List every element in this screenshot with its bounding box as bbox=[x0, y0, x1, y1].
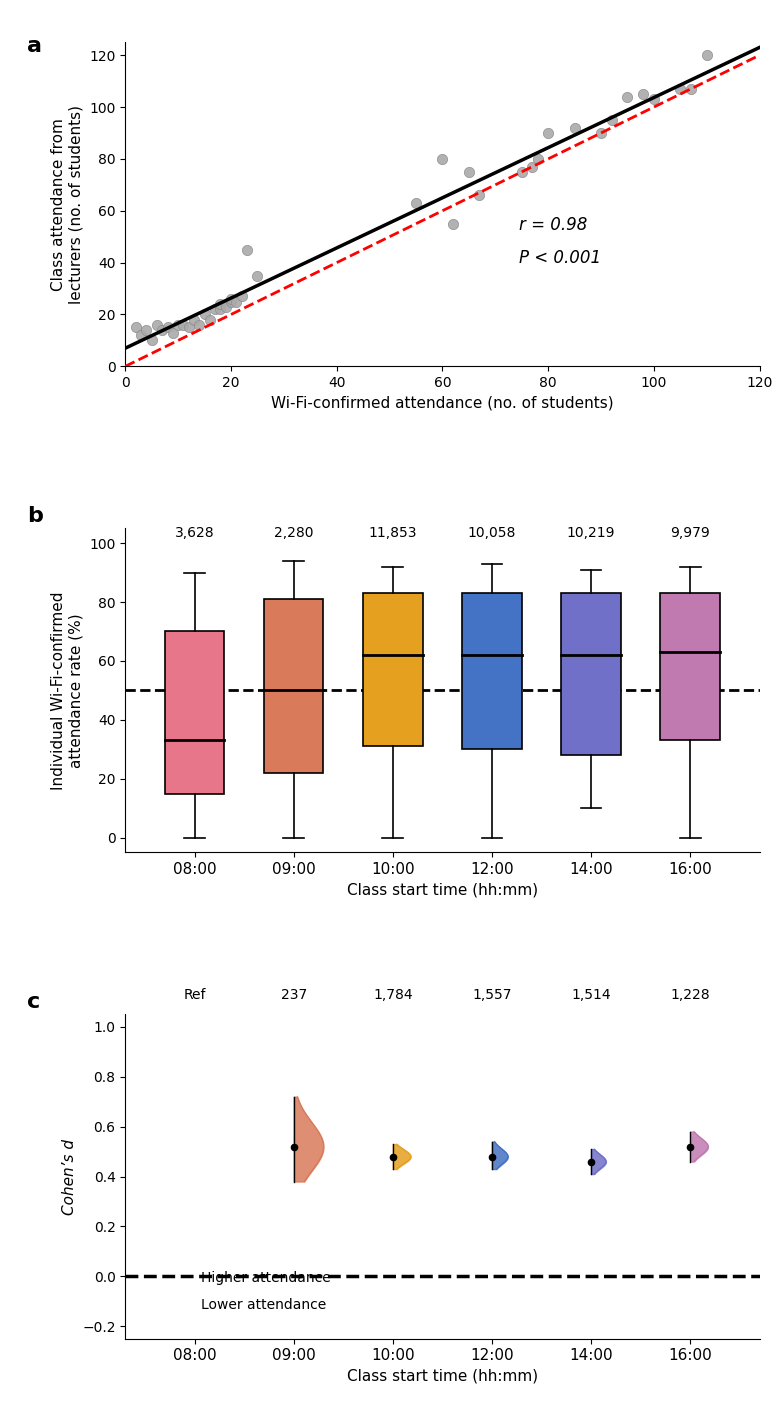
Point bbox=[172, 314, 185, 337]
Text: 237: 237 bbox=[280, 988, 307, 1002]
Text: 10,058: 10,058 bbox=[467, 526, 516, 540]
Bar bbox=[462, 593, 521, 750]
Point bbox=[146, 330, 158, 352]
Point bbox=[436, 148, 449, 170]
Text: r = 0.98: r = 0.98 bbox=[518, 216, 587, 234]
Point bbox=[684, 77, 697, 100]
Point bbox=[225, 287, 237, 310]
Text: 2,280: 2,280 bbox=[274, 526, 313, 540]
Text: 10,219: 10,219 bbox=[567, 526, 615, 540]
Point bbox=[204, 309, 216, 331]
Text: Lower attendance: Lower attendance bbox=[201, 1298, 327, 1312]
Point bbox=[215, 293, 227, 316]
Point bbox=[161, 316, 174, 338]
Text: 9,979: 9,979 bbox=[670, 526, 710, 540]
Point bbox=[621, 86, 633, 108]
Point bbox=[225, 290, 237, 313]
Point bbox=[531, 148, 543, 170]
Point bbox=[251, 265, 264, 287]
Text: b: b bbox=[27, 506, 43, 526]
Point bbox=[542, 121, 554, 144]
Point bbox=[198, 303, 211, 325]
Y-axis label: Class attendance from
lecturers (no. of students): Class attendance from lecturers (no. of … bbox=[51, 104, 84, 304]
Point bbox=[473, 185, 485, 207]
Point bbox=[568, 117, 581, 139]
Bar bbox=[264, 599, 323, 774]
Point bbox=[515, 161, 528, 183]
Point bbox=[605, 108, 618, 131]
Y-axis label: Individual Wi-Fi-confirmed
attendance rate (%): Individual Wi-Fi-confirmed attendance ra… bbox=[51, 592, 84, 789]
Point bbox=[463, 161, 475, 183]
Point bbox=[177, 314, 189, 337]
Text: 1,514: 1,514 bbox=[572, 988, 611, 1002]
Point bbox=[167, 321, 179, 344]
Text: c: c bbox=[27, 992, 40, 1012]
X-axis label: Class start time (hh:mm): Class start time (hh:mm) bbox=[347, 1368, 538, 1384]
Bar bbox=[561, 593, 621, 755]
Text: 1,557: 1,557 bbox=[472, 988, 512, 1002]
X-axis label: Wi-Fi-confirmed attendance (no. of students): Wi-Fi-confirmed attendance (no. of stude… bbox=[271, 396, 614, 410]
Text: a: a bbox=[27, 35, 42, 56]
Text: 1,228: 1,228 bbox=[670, 988, 710, 1002]
Point bbox=[188, 309, 200, 331]
Text: 3,628: 3,628 bbox=[175, 526, 215, 540]
Text: 11,853: 11,853 bbox=[369, 526, 417, 540]
Point bbox=[637, 83, 650, 106]
Point bbox=[235, 285, 247, 307]
Text: P < 0.001: P < 0.001 bbox=[518, 248, 601, 266]
Point bbox=[648, 87, 660, 110]
Point bbox=[595, 121, 608, 144]
Bar bbox=[363, 593, 423, 747]
Point bbox=[446, 213, 459, 235]
Bar bbox=[660, 593, 720, 741]
Point bbox=[182, 316, 195, 338]
Point bbox=[240, 238, 253, 261]
Point bbox=[230, 290, 243, 313]
Point bbox=[701, 44, 713, 66]
Text: Ref: Ref bbox=[183, 988, 206, 1002]
Point bbox=[215, 299, 227, 321]
Text: Higher attendance: Higher attendance bbox=[201, 1271, 331, 1285]
Point bbox=[410, 192, 422, 214]
X-axis label: Class start time (hh:mm): Class start time (hh:mm) bbox=[347, 882, 538, 898]
Point bbox=[135, 324, 147, 347]
Point bbox=[140, 318, 153, 341]
Point bbox=[209, 299, 222, 321]
Point bbox=[130, 316, 143, 338]
Point bbox=[526, 155, 539, 178]
Text: 1,784: 1,784 bbox=[373, 988, 413, 1002]
Bar bbox=[165, 631, 225, 793]
Point bbox=[156, 318, 168, 341]
Point bbox=[674, 77, 687, 100]
Point bbox=[193, 314, 206, 337]
Point bbox=[150, 314, 164, 337]
Point bbox=[219, 296, 232, 318]
Y-axis label: Cohen’s d: Cohen’s d bbox=[62, 1138, 77, 1215]
